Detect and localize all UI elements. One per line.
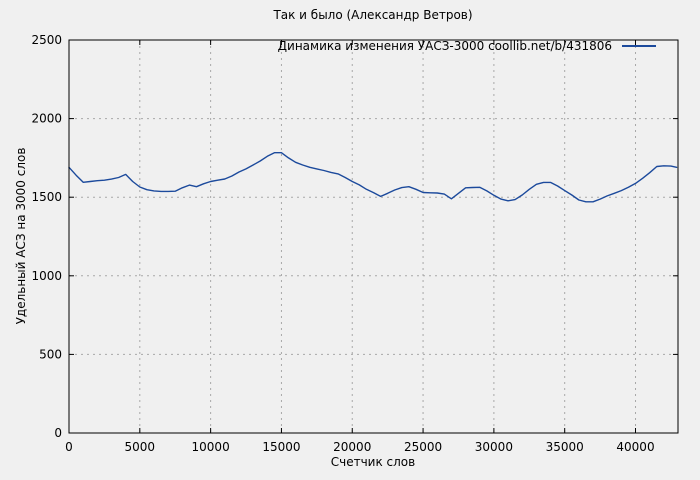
- grid-layer: [69, 40, 678, 433]
- x-tick-label: 30000: [475, 440, 513, 454]
- x-tick-label: 35000: [546, 440, 584, 454]
- x-tick-label: 20000: [333, 440, 371, 454]
- y-tick-label: 500: [39, 347, 62, 361]
- data-line: [68, 152, 678, 203]
- x-tick-label: 0: [65, 440, 73, 454]
- x-tick-label: 25000: [404, 440, 442, 454]
- x-tick-label: 10000: [192, 440, 230, 454]
- chart-title: Так и было (Александр Ветров): [272, 8, 472, 22]
- x-tick-label: 5000: [125, 440, 156, 454]
- y-tick-label: 2000: [31, 112, 62, 126]
- y-tick-label: 1500: [31, 190, 62, 204]
- plot-area-border: [68, 39, 679, 434]
- legend-label: Динамика изменения УАСЗ-3000 coollib.net…: [278, 39, 612, 53]
- series-layer: [68, 152, 678, 203]
- y-tick-label: 0: [54, 426, 62, 440]
- y-axis-label: Удельный АСЗ на 3000 слов: [14, 148, 28, 325]
- tick-layer: [68, 39, 678, 434]
- x-tick-label: 40000: [616, 440, 654, 454]
- x-tick-label: 15000: [262, 440, 300, 454]
- tick-label-layer: 0 5000 10000 15000 20000 25000 30000 35000 40000…: [31, 33, 654, 454]
- y-tick-label: 1000: [31, 269, 62, 283]
- y-tick-label: 2500: [31, 33, 62, 47]
- x-axis-label: Счетчик слов: [331, 455, 415, 469]
